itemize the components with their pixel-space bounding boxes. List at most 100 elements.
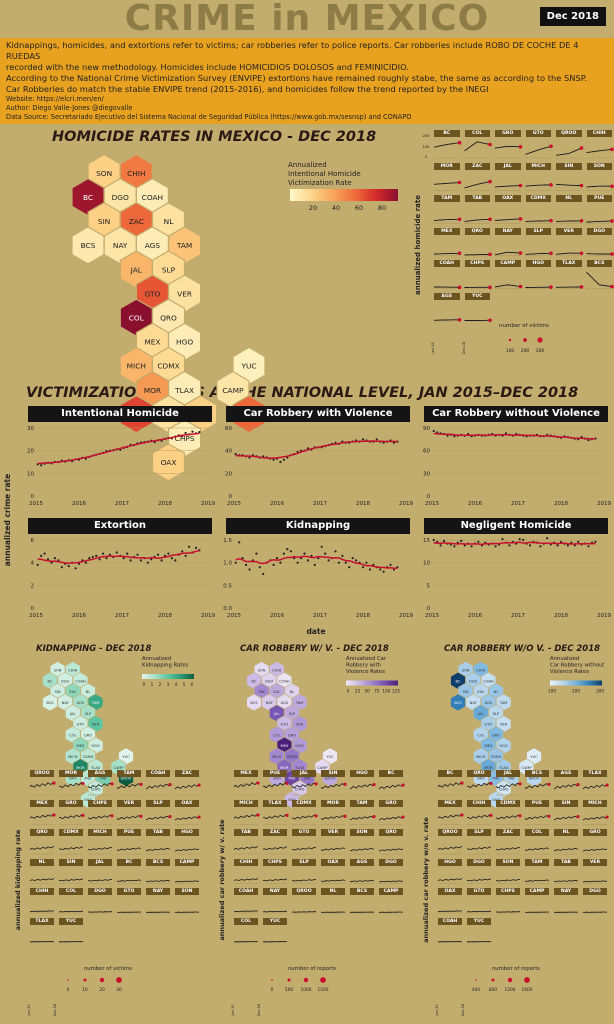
hex-label-pue: PUE	[161, 410, 176, 419]
hex-label-gto: GTO	[145, 289, 161, 298]
bottom-sm-trend	[495, 878, 521, 882]
mini-hex-label: HGO	[91, 744, 99, 748]
mini-legend-tick: 75	[374, 689, 380, 694]
sm-ytick: 200	[423, 134, 430, 138]
national-ytick: 0	[427, 606, 431, 612]
bottom-sm-last-point	[343, 814, 347, 818]
hex-label-mex: MEX	[144, 338, 160, 347]
bottom-sm-trend	[292, 911, 317, 913]
national-ytick: 10	[423, 561, 430, 567]
mini-hex-label: SON	[258, 669, 266, 673]
bottom-sm-last-point	[343, 782, 347, 786]
mini-hex-label: COAH	[279, 679, 290, 683]
national-xtick: 2015	[425, 613, 439, 619]
sm-trend-line	[433, 319, 460, 321]
mini-legend-tick: 5	[183, 682, 186, 687]
national-data-point	[146, 561, 149, 564]
mini-hex-label: NL	[86, 690, 91, 694]
national-data-point	[508, 544, 511, 547]
national-data-point	[198, 431, 201, 434]
national-data-point	[432, 538, 435, 542]
website-link[interactable]: Website: https://elcri.men/en/	[6, 95, 104, 103]
national-data-point	[40, 464, 43, 467]
mini-hex-label: VER	[500, 723, 508, 727]
national-xtick: 2019	[399, 613, 413, 619]
mini-legend-title: Robbery with	[346, 663, 381, 669]
bottom-sm-last-point	[197, 815, 201, 819]
national-ytick: 0	[31, 606, 35, 612]
hex-label-mich: MICH	[127, 362, 146, 371]
sm-last-point	[579, 219, 584, 223]
sm-xtick: Dec-18	[462, 342, 466, 355]
mini-legend-tick: 0	[347, 689, 350, 694]
mini-hex-label: TAB	[99, 777, 107, 781]
national-data-point	[150, 558, 153, 561]
sm-last-point	[457, 140, 462, 145]
mini-legend-tick: 300	[596, 689, 604, 694]
bottom-sm-trend	[496, 911, 521, 913]
bottom-sm-trend	[174, 784, 200, 790]
hex-label-chps: CHPS	[175, 434, 195, 443]
mini-legend-title: Annualized Car	[346, 656, 387, 662]
bottom-sm-last-point	[52, 813, 56, 817]
bottom-sm-trend	[58, 910, 84, 913]
national-xtick: 2015	[425, 501, 439, 507]
national-data-point	[102, 552, 105, 555]
national-xtick: 2015	[29, 613, 43, 619]
sm-trend-line	[555, 183, 582, 187]
sm-last-point	[518, 284, 523, 289]
car-robbery-v-map-title: CAR ROBBERY W/ V. - DEC 2018	[240, 644, 389, 654]
sm-last-point	[610, 147, 614, 152]
hex-label-qroo: QROO	[238, 410, 261, 419]
mini-hex-label: GRO	[69, 777, 77, 781]
mini-hex-label: BCS	[454, 701, 462, 705]
national-data-point	[375, 438, 378, 441]
bottom-sm-xtick: Jan-15	[435, 1004, 439, 1016]
bottom-sm-trend	[262, 941, 288, 943]
national-data-point	[337, 561, 340, 564]
bottom-sm-trend	[87, 814, 113, 820]
hex-label-tab: TAB	[193, 410, 208, 419]
national-data-point	[74, 567, 77, 570]
mini-hex-label: TLAX	[90, 766, 101, 770]
mini-hex-bcs	[42, 693, 58, 712]
mini-legend-bar	[142, 674, 194, 679]
national-xtick: 2019	[399, 501, 413, 507]
national-data-point	[306, 559, 310, 562]
bottom-sm-legend-value: 1000	[301, 987, 312, 993]
national-data-point	[272, 563, 275, 567]
sm-trend-line	[525, 145, 552, 155]
bottom-sm-last-point	[401, 815, 405, 819]
bottom-sm-trend	[262, 846, 287, 851]
national-ytick: 0.0	[223, 606, 232, 612]
bottom-sm-legend-dot	[116, 977, 122, 983]
mini-legend-tick: 3	[167, 682, 170, 687]
bottom-sm-last-point	[256, 813, 260, 817]
national-data-point	[244, 563, 248, 567]
bottom-sm-trend	[233, 878, 259, 882]
bottom-sm-last-point	[81, 781, 85, 786]
bottom-sm-trend	[524, 815, 550, 820]
bottom-sm-trend	[378, 848, 404, 852]
hex-label-ver: VER	[177, 289, 192, 298]
bottom-sm-last-point	[285, 781, 289, 786]
bottom-sm-last-point	[168, 783, 172, 787]
mini-hex-label: BC	[48, 679, 53, 683]
national-data-point	[282, 458, 285, 461]
national-data-point	[303, 552, 306, 555]
sm-trend-line	[494, 218, 521, 221]
bottom-sm-trend	[233, 845, 259, 850]
sm-last-point	[549, 285, 553, 289]
national-data-point	[84, 561, 87, 564]
national-data-point	[36, 563, 39, 567]
bottom-sm-trend	[466, 781, 492, 789]
bottom-sm-legend-dot	[287, 978, 291, 982]
national-data-point	[327, 559, 330, 562]
bottom-sm-trend	[174, 816, 200, 821]
national-data-point	[184, 431, 187, 435]
mini-hex-label: MEX	[76, 744, 84, 748]
bottom-sm-trend	[437, 878, 463, 882]
national-data-point	[43, 552, 46, 555]
bottom-sm-trend	[350, 815, 375, 820]
national-trend-line	[235, 440, 398, 459]
